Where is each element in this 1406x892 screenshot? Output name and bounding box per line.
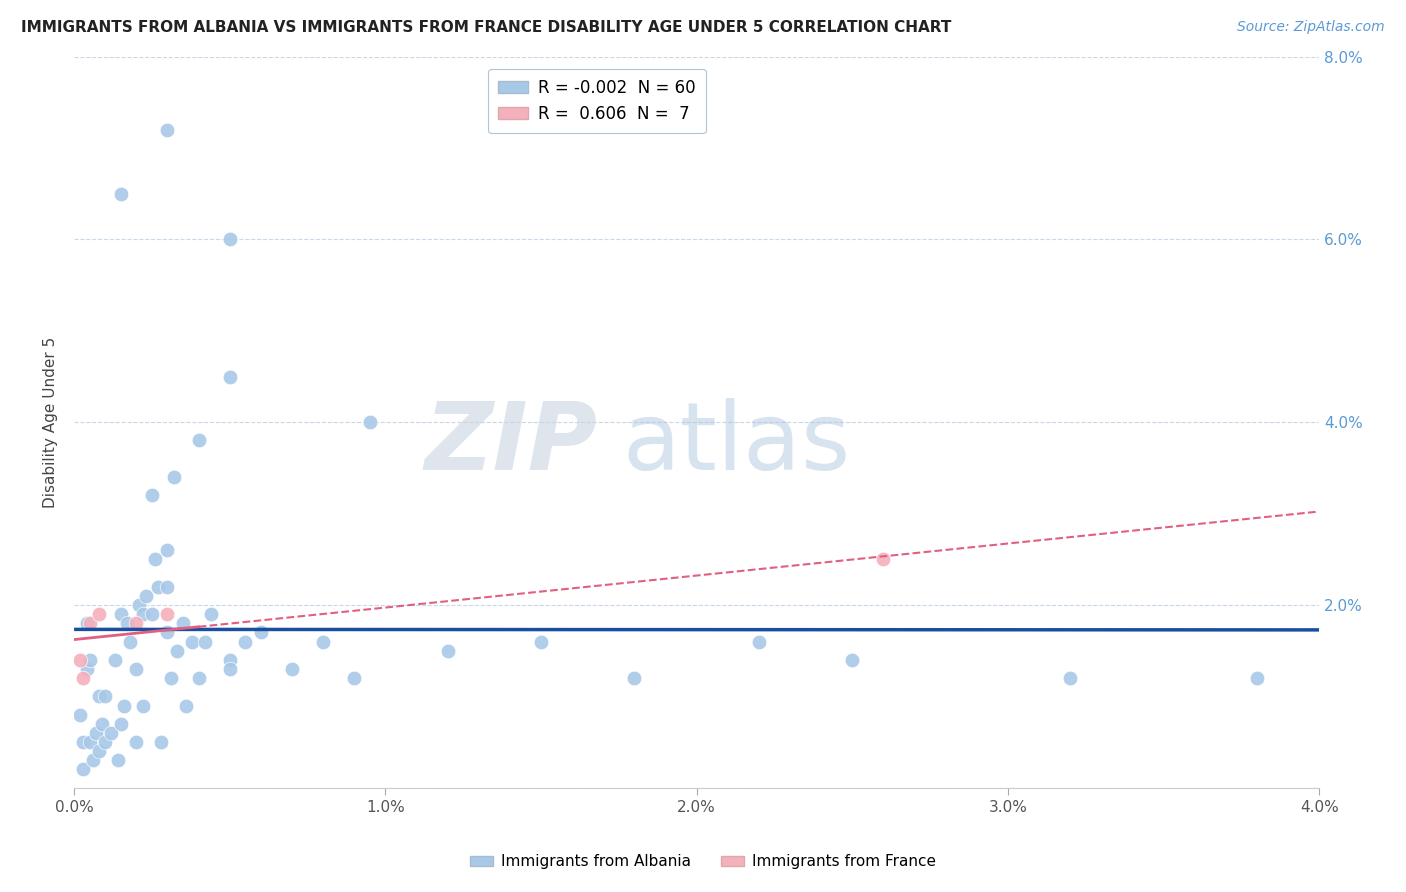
Point: [110, 186, 132, 201]
Point: [312, 634, 335, 648]
Point: [115, 616, 138, 631]
Point: [82, 753, 104, 767]
Point: [141, 607, 163, 621]
Point: [100, 726, 122, 740]
Point: [166, 643, 188, 657]
Point: [72, 671, 94, 685]
Legend: R = -0.002  N = 60, R =  0.606  N =  7: R = -0.002 N = 60, R = 0.606 N = 7: [488, 69, 706, 133]
Text: atlas: atlas: [621, 398, 851, 490]
Point: [163, 470, 186, 484]
Point: [120, 634, 142, 648]
Point: [72, 735, 94, 749]
Point: [128, 598, 150, 612]
Point: [103, 653, 125, 667]
Point: [250, 625, 273, 640]
Point: [156, 607, 179, 621]
Point: [172, 616, 194, 631]
Legend: Immigrants from Albania, Immigrants from France: Immigrants from Albania, Immigrants from…: [464, 848, 942, 875]
Point: [76, 616, 98, 631]
Point: [69, 653, 91, 667]
Point: [76, 662, 98, 676]
Point: [218, 369, 240, 384]
Y-axis label: Disability Age Under 5: Disability Age Under 5: [44, 336, 58, 508]
Point: [181, 634, 204, 648]
Point: [107, 753, 129, 767]
Point: [156, 580, 179, 594]
Point: [359, 415, 381, 429]
Point: [79, 616, 101, 631]
Point: [146, 580, 169, 594]
Point: [1246, 671, 1268, 685]
Point: [84, 726, 107, 740]
Point: [72, 763, 94, 777]
Point: [159, 671, 181, 685]
Point: [841, 653, 863, 667]
Point: [281, 662, 304, 676]
Point: [110, 716, 132, 731]
Point: [187, 671, 209, 685]
Point: [156, 543, 179, 558]
Point: [125, 735, 148, 749]
Point: [156, 123, 179, 137]
Point: [87, 607, 110, 621]
Point: [218, 232, 240, 246]
Point: [87, 690, 110, 704]
Point: [79, 735, 101, 749]
Point: [94, 690, 117, 704]
Point: [436, 643, 458, 657]
Text: ZIP: ZIP: [425, 398, 598, 490]
Point: [91, 716, 114, 731]
Point: [135, 589, 157, 603]
Point: [200, 607, 222, 621]
Point: [623, 671, 645, 685]
Point: [69, 707, 91, 722]
Point: [131, 607, 153, 621]
Point: [79, 653, 101, 667]
Point: [143, 552, 166, 566]
Point: [187, 434, 209, 448]
Point: [112, 698, 135, 713]
Point: [110, 607, 132, 621]
Point: [150, 735, 173, 749]
Point: [233, 634, 256, 648]
Point: [218, 653, 240, 667]
Point: [343, 671, 366, 685]
Point: [530, 634, 553, 648]
Point: [1059, 671, 1081, 685]
Point: [174, 698, 197, 713]
Point: [94, 735, 117, 749]
Point: [218, 662, 240, 676]
Point: [131, 698, 153, 713]
Point: [748, 634, 770, 648]
Text: Source: ZipAtlas.com: Source: ZipAtlas.com: [1237, 20, 1385, 34]
Point: [87, 744, 110, 758]
Point: [156, 625, 179, 640]
Point: [125, 616, 148, 631]
Point: [141, 488, 163, 502]
Point: [125, 662, 148, 676]
Point: [872, 552, 894, 566]
Text: IMMIGRANTS FROM ALBANIA VS IMMIGRANTS FROM FRANCE DISABILITY AGE UNDER 5 CORRELA: IMMIGRANTS FROM ALBANIA VS IMMIGRANTS FR…: [21, 20, 952, 35]
Point: [194, 634, 217, 648]
